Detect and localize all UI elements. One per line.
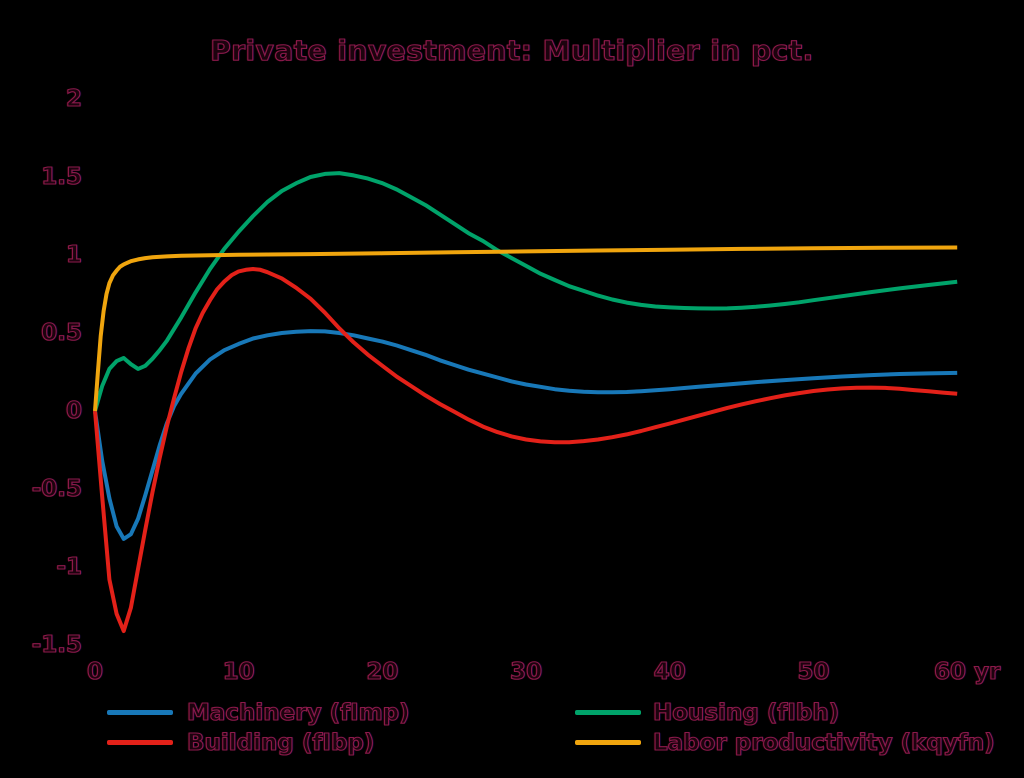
legend-swatch-machinery — [107, 710, 173, 715]
labor_productivity-line — [93, 245, 958, 412]
x-axis-tick-label: 20 — [366, 658, 399, 685]
x-axis-tick-label: 0 — [86, 658, 103, 685]
x-axis-tick-label: 40 — [653, 658, 686, 685]
x-axis-tick-label: 50 — [797, 658, 830, 685]
y-axis-tick-label: 0.5 — [41, 319, 83, 346]
legend-swatch-housing — [575, 710, 641, 715]
chart-title: Private investment: Multiplier in pct. — [210, 33, 814, 67]
y-axis-tick-label: 1.5 — [41, 163, 83, 190]
y-axis-tick-label: 2 — [65, 85, 82, 112]
legend-swatch-labor_productivity — [575, 740, 641, 745]
y-axis-tick-label: 0 — [65, 397, 82, 424]
x-axis-tick-label: 30 — [510, 658, 543, 685]
y-axis-tick-label: -0.5 — [31, 475, 82, 502]
y-axis-tick-label: -1 — [56, 553, 83, 580]
machinery-line — [93, 329, 958, 541]
housing-line — [93, 171, 958, 412]
y-axis-tick-label: -1.5 — [31, 631, 82, 658]
legend-label-housing: Housing (fIbh) — [652, 699, 840, 726]
y-axis-tick-label: 1 — [65, 241, 82, 268]
x-axis-tick-label: 10 — [222, 658, 255, 685]
building-line — [93, 267, 958, 633]
legend-label-building: Building (fIbp) — [186, 729, 375, 756]
legend-label-labor_productivity: Labor productivity (kqyfn) — [652, 729, 995, 756]
x-axis-tick-label: 60 yr — [933, 658, 1001, 685]
legend-swatch-building — [107, 740, 173, 745]
legend-label-machinery: Machinery (fImp) — [186, 699, 410, 726]
